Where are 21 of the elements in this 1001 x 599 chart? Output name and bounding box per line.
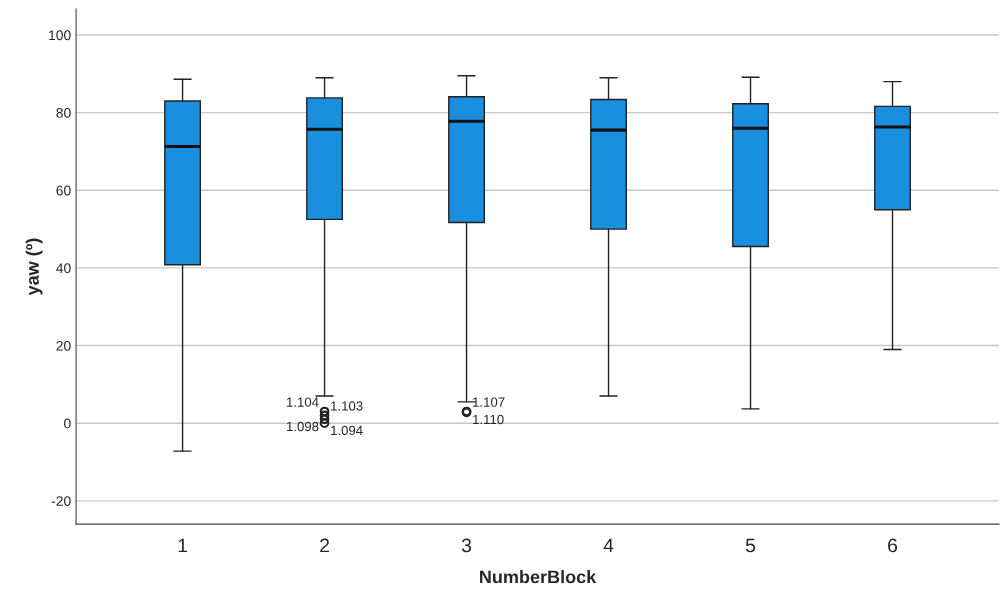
y-axis-title: yaw (º)	[25, 238, 43, 296]
y-tick-label: 0	[64, 418, 71, 429]
x-tick-label: 2	[320, 538, 329, 553]
y-tick-label: -20	[51, 496, 71, 506]
annotation: 1.098	[286, 421, 319, 432]
x-tick-label: 5	[745, 538, 756, 553]
annotation: 1.104	[286, 397, 319, 407]
x-tick-label: 3	[461, 538, 472, 553]
x-tick-label: 6	[888, 538, 898, 553]
annotation: 1.094	[331, 425, 363, 436]
annotation: 1.107	[473, 397, 505, 407]
y-tick-label: 40	[56, 263, 71, 274]
x-tick-label: 4	[603, 538, 614, 553]
x-axis-title: NumberBlock	[480, 570, 597, 584]
annotation: 1.110	[473, 414, 504, 425]
x-tick-label: 1	[178, 538, 188, 553]
y-tick-label: 100	[49, 30, 71, 41]
y-tick-label: 80	[56, 107, 71, 118]
y-tick-label: 20	[56, 340, 71, 351]
y-tick-label: 60	[56, 185, 71, 196]
annotation: 1.103	[331, 401, 363, 411]
